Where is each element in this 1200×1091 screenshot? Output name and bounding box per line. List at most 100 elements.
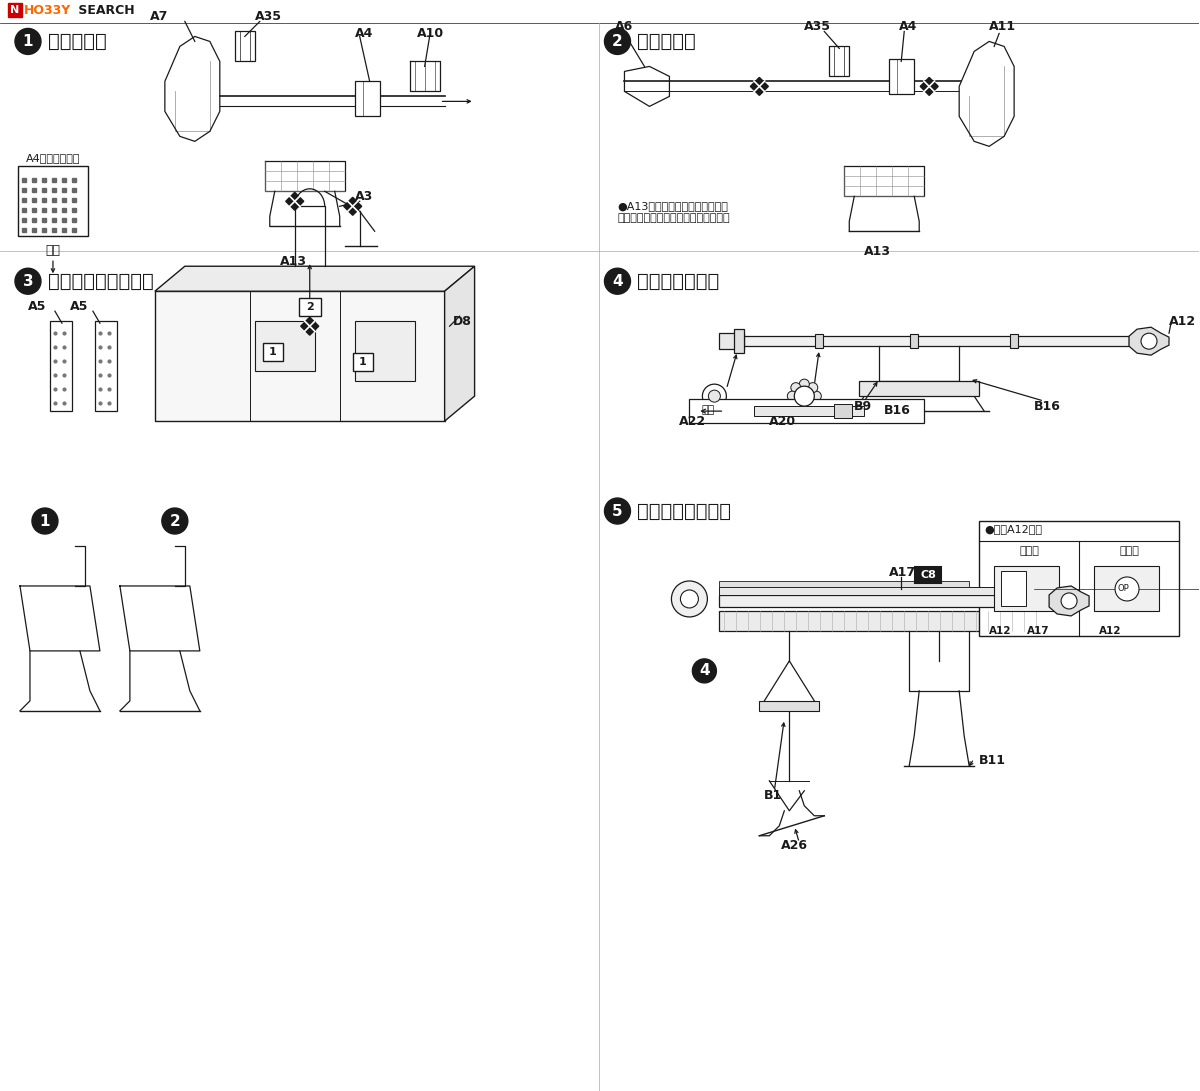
Polygon shape xyxy=(164,36,220,142)
Text: 前方: 前方 xyxy=(46,243,60,256)
Text: C8: C8 xyxy=(920,570,936,580)
Text: 前方: 前方 xyxy=(702,405,715,415)
Circle shape xyxy=(1141,333,1157,349)
Bar xyxy=(829,47,850,76)
Text: 4: 4 xyxy=(700,663,709,679)
Circle shape xyxy=(808,383,817,393)
Text: A6: A6 xyxy=(614,20,632,33)
Text: HO33Y: HO33Y xyxy=(24,4,71,17)
Text: A20: A20 xyxy=(769,415,797,428)
Text: B1: B1 xyxy=(764,789,782,802)
Bar xyxy=(263,344,283,361)
Polygon shape xyxy=(1049,586,1090,616)
Polygon shape xyxy=(750,77,768,95)
Circle shape xyxy=(811,392,821,401)
Text: A17: A17 xyxy=(1027,626,1050,636)
Circle shape xyxy=(605,268,630,295)
Text: A4（左右とも）: A4（左右とも） xyxy=(25,154,80,164)
Text: A12: A12 xyxy=(989,626,1012,636)
Text: SEARCH: SEARCH xyxy=(74,4,134,17)
Text: 1: 1 xyxy=(40,514,50,528)
Bar xyxy=(760,700,820,711)
Bar xyxy=(299,298,320,316)
Bar xyxy=(889,59,914,95)
Circle shape xyxy=(787,392,797,401)
Text: A22: A22 xyxy=(679,415,707,428)
Text: B11: B11 xyxy=(979,754,1006,767)
Bar xyxy=(353,353,373,371)
Circle shape xyxy=(799,403,809,413)
Circle shape xyxy=(791,383,800,393)
Circle shape xyxy=(14,268,41,295)
Text: 装填時: 装填時 xyxy=(1019,546,1039,556)
Text: 2: 2 xyxy=(306,302,313,312)
Text: B9: B9 xyxy=(854,399,872,412)
Bar xyxy=(834,404,852,418)
Text: A4: A4 xyxy=(899,20,918,33)
Polygon shape xyxy=(445,266,474,421)
Text: 2: 2 xyxy=(612,34,623,49)
Text: A5: A5 xyxy=(28,300,46,313)
Polygon shape xyxy=(301,317,319,335)
Text: N: N xyxy=(11,5,19,15)
Bar xyxy=(916,567,941,583)
Polygon shape xyxy=(920,77,938,95)
Text: A4: A4 xyxy=(355,27,373,40)
Circle shape xyxy=(794,386,815,406)
Text: 1: 1 xyxy=(23,34,34,49)
Text: 揺架筐の組み立て: 揺架筐の組み立て xyxy=(637,502,732,520)
Circle shape xyxy=(680,590,698,608)
Circle shape xyxy=(708,391,720,403)
Circle shape xyxy=(14,28,41,55)
Polygon shape xyxy=(286,192,304,211)
Bar xyxy=(734,329,744,353)
Bar xyxy=(355,321,415,381)
Bar xyxy=(95,321,116,411)
Bar xyxy=(815,334,823,348)
Text: A35: A35 xyxy=(254,10,282,23)
Text: D8: D8 xyxy=(452,314,472,327)
Text: A3: A3 xyxy=(355,190,373,203)
Bar xyxy=(911,334,918,348)
Text: 防楯への座席取付け: 防楯への座席取付け xyxy=(48,272,154,290)
Circle shape xyxy=(162,508,188,533)
Text: A26: A26 xyxy=(781,839,808,852)
Polygon shape xyxy=(155,291,445,421)
Bar xyxy=(18,166,88,237)
Bar xyxy=(719,333,744,349)
Text: 1: 1 xyxy=(359,357,366,368)
Polygon shape xyxy=(155,266,474,291)
Bar xyxy=(1001,571,1026,606)
Text: A10: A10 xyxy=(416,27,444,40)
Circle shape xyxy=(791,399,800,409)
Polygon shape xyxy=(959,41,1014,146)
Text: A12: A12 xyxy=(1169,314,1196,327)
Text: 砲撃時: 砲撃時 xyxy=(1120,546,1139,556)
Circle shape xyxy=(1061,594,1078,609)
Circle shape xyxy=(799,380,809,389)
Bar xyxy=(1094,566,1159,611)
Text: 座席（左）: 座席（左） xyxy=(637,32,696,51)
Text: A35: A35 xyxy=(804,20,832,33)
Bar xyxy=(254,321,314,371)
Bar xyxy=(1010,334,1018,348)
Text: 1: 1 xyxy=(269,347,277,357)
Text: 座席（右）: 座席（右） xyxy=(48,32,107,51)
Bar xyxy=(50,321,72,411)
Polygon shape xyxy=(1129,327,1169,356)
Bar xyxy=(739,336,1129,346)
Circle shape xyxy=(702,384,726,408)
Text: 4: 4 xyxy=(612,274,623,289)
Text: A5: A5 xyxy=(70,300,88,313)
Text: B16: B16 xyxy=(1034,399,1061,412)
Circle shape xyxy=(32,508,58,533)
Polygon shape xyxy=(343,197,361,215)
Text: A13: A13 xyxy=(280,254,307,267)
Circle shape xyxy=(605,28,630,55)
Bar xyxy=(755,406,864,416)
Text: ●A13の足掛けは接着しません。
（未使用時には跳ね上げておきます）: ●A13の足掛けは接着しません。 （未使用時には跳ね上げておきます） xyxy=(618,202,730,223)
Text: OP: OP xyxy=(1117,585,1129,594)
Circle shape xyxy=(1115,577,1139,601)
Text: 2: 2 xyxy=(169,514,180,528)
Text: B16: B16 xyxy=(884,404,911,417)
